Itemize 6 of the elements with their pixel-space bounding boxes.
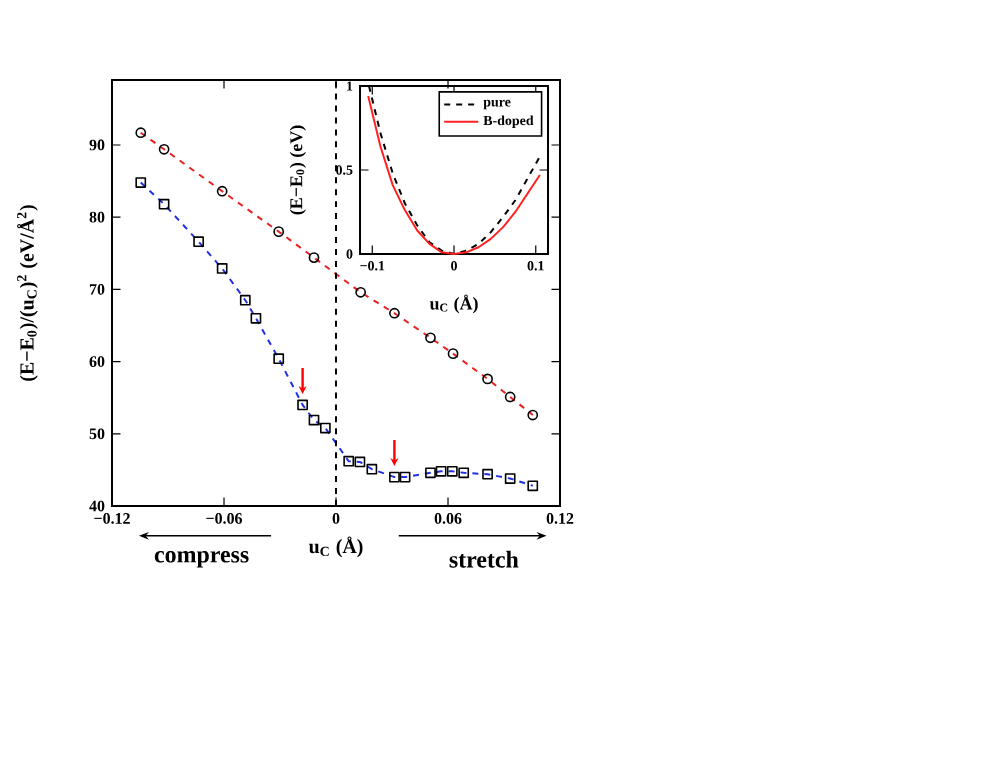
text: compress [154, 551, 249, 568]
text: stretch [449, 550, 519, 568]
x-axis-title: u$_{C}$ (Å) [429, 294, 478, 314]
x-axis-title: u$_{C}$ (Å) [308, 536, 363, 558]
y-axis-title: (E−E$_{0}$) (eV) [289, 125, 306, 215]
text: (E−E$_{0}$)/(u$_{C}$)$^{2}$ (eV/Å$^{2}$) [17, 205, 38, 381]
